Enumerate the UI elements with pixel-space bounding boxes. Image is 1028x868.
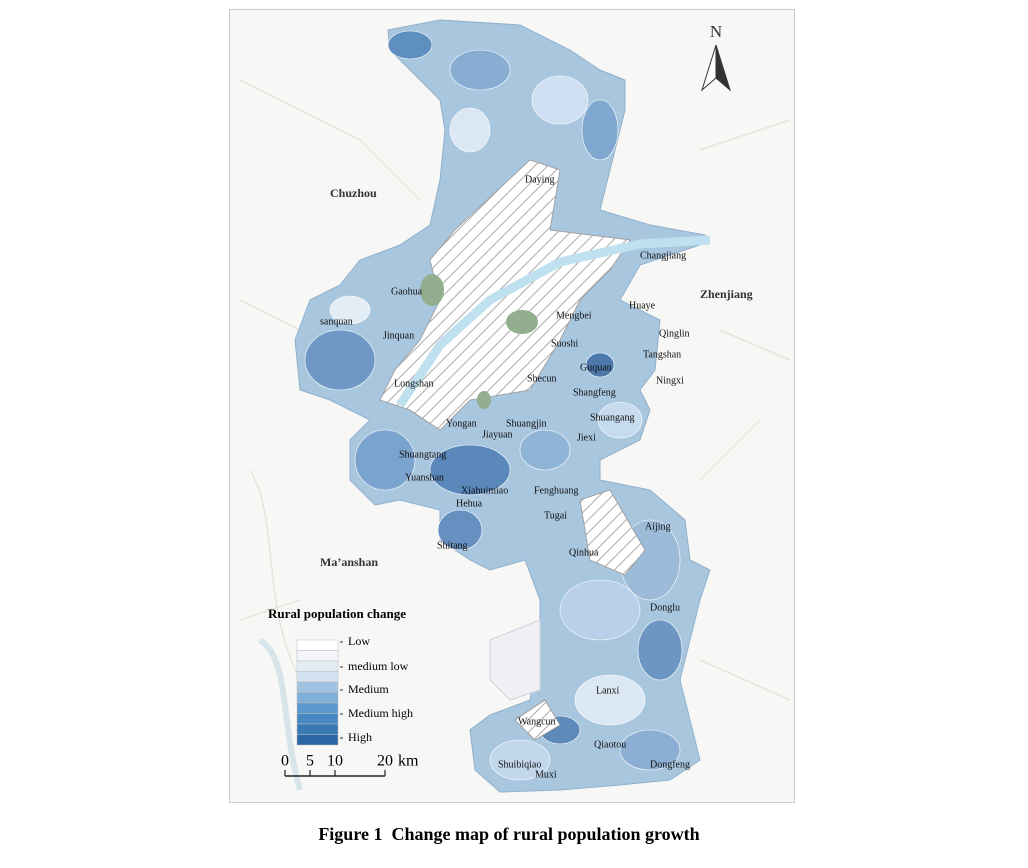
place-label: Jinquan: [383, 330, 414, 341]
legend-label: High: [348, 730, 372, 744]
legend-label: Medium high: [348, 706, 413, 720]
place-label: Huaye: [629, 300, 656, 311]
lake: [489, 619, 541, 701]
scale-unit: km: [398, 753, 419, 770]
place-label: Longshan: [394, 378, 433, 389]
region-label: Ma’anshan: [320, 555, 378, 569]
place-label: Shuibiqiao: [498, 759, 541, 770]
basemap-roads: [239, 79, 791, 701]
place-label: Tangshan: [643, 349, 681, 360]
legend-swatch: [296, 650, 339, 662]
north-arrow: N: [701, 22, 731, 92]
scale-label: 5: [306, 753, 314, 770]
place-label: Dongfeng: [650, 759, 690, 770]
legend-swatch: [296, 692, 339, 704]
place-label: Yongan: [446, 418, 477, 429]
district-patches: [304, 30, 683, 781]
scale-label: 20: [377, 753, 393, 770]
place-label: Suoshi: [551, 338, 578, 349]
legend-swatch: [296, 734, 339, 746]
place-label: Qinhua: [569, 547, 599, 558]
place-label: Qinglin: [659, 328, 690, 339]
legend-label: Medium: [348, 682, 389, 696]
place-label: Shuangjin: [506, 418, 547, 429]
place-label: Aijing: [645, 521, 671, 532]
region-label: Zhenjiang: [700, 287, 753, 301]
figure-caption: Figure 1 Change map of rural population …: [318, 824, 699, 844]
legend-swatch: [296, 702, 339, 714]
place-label: Shuangang: [590, 412, 634, 423]
basemap-river: [258, 637, 303, 791]
legend-swatch: [296, 723, 339, 735]
yangtze-river: [396, 235, 711, 408]
place-label: Shangfeng: [573, 387, 616, 398]
green-spaces: [420, 274, 538, 409]
place-label: Tugai: [544, 510, 567, 521]
legend-swatch: [296, 713, 339, 725]
place-label: Guquan: [580, 362, 612, 373]
place-label: Muxi: [535, 769, 557, 780]
place-label: Xiahuimiao: [461, 485, 508, 496]
place-label: Hehua: [456, 498, 483, 509]
legend-swatch: [296, 660, 339, 672]
legend-swatch: [296, 671, 339, 683]
place-label: Jiayuan: [482, 429, 513, 440]
place-label: Donglu: [650, 602, 680, 613]
urban-area: [514, 699, 561, 741]
place-label: Fenghuang: [534, 485, 578, 496]
scale-bar: 0 5 10 20 km: [281, 753, 419, 777]
place-label: Shitang: [437, 540, 468, 551]
place-label: Wangcun: [518, 716, 556, 727]
place-label: Shecun: [527, 373, 556, 384]
north-label: N: [710, 22, 722, 41]
place-label: Mengbei: [556, 310, 592, 321]
place-label: Changjiang: [640, 250, 686, 261]
scale-label: 0: [281, 753, 289, 770]
place-label: Gaohua: [391, 286, 423, 297]
legend-swatch: [296, 639, 339, 651]
scale-label: 10: [327, 753, 343, 770]
legend-ramp: Low medium low Medium Medium high High: [296, 634, 413, 746]
place-label: Daying: [525, 174, 554, 185]
place-label: sanquan: [320, 316, 353, 327]
legend-title: Rural population change: [268, 606, 406, 621]
place-label: Ningxi: [656, 375, 684, 386]
place-label: Yuanshan: [405, 472, 444, 483]
place-label: Jiexi: [577, 432, 596, 443]
place-label: Qiaotou: [594, 739, 626, 750]
legend-label: medium low: [348, 659, 409, 673]
region-label: Chuzhou: [330, 186, 377, 200]
legend-swatch: [296, 681, 339, 693]
place-label: Shuangtang: [399, 449, 446, 460]
urban-area: [579, 489, 646, 576]
place-label: Lanxi: [596, 685, 620, 696]
legend-label: Low: [348, 634, 370, 648]
